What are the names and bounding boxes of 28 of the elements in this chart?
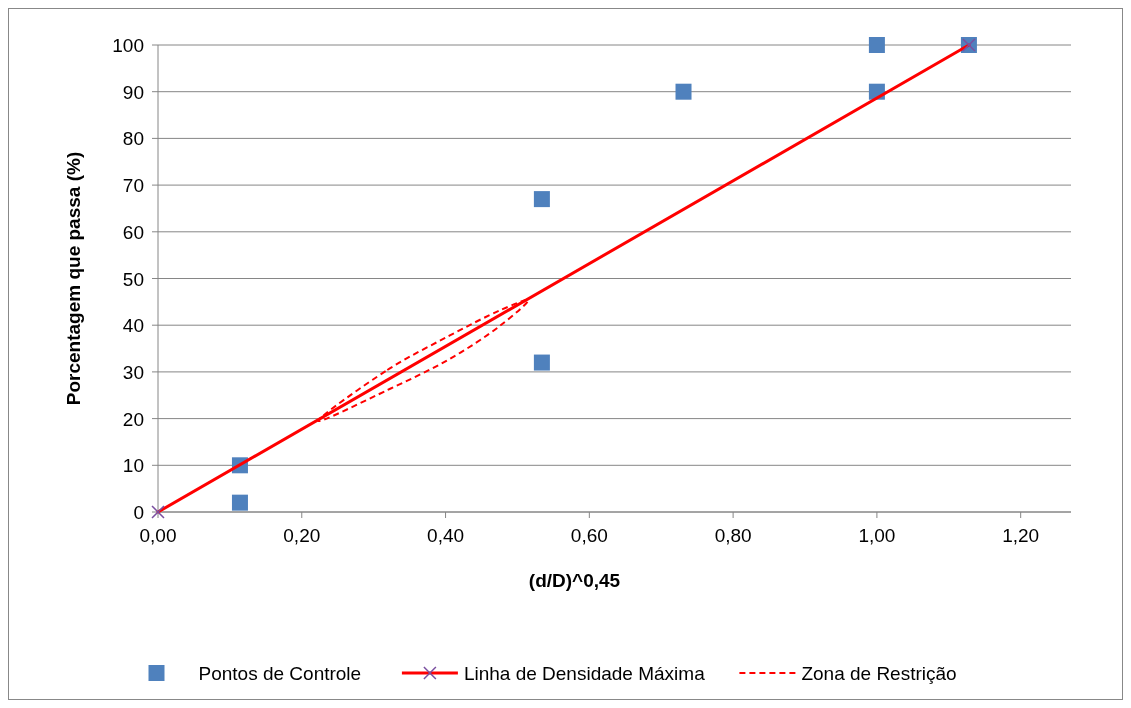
y-tick-label: 20 bbox=[122, 408, 144, 430]
y-tick-label: 50 bbox=[122, 268, 144, 290]
legend-label: Linha de Densidade Máxima bbox=[463, 663, 706, 684]
x-tick-label: 0,00 bbox=[139, 525, 177, 546]
y-tick-label: 60 bbox=[122, 221, 144, 243]
x-tick-label: 0,80 bbox=[714, 525, 752, 546]
legend-label: Zona de Restrição bbox=[801, 663, 957, 684]
point bbox=[675, 83, 692, 100]
point bbox=[533, 191, 550, 208]
y-tick-label: 70 bbox=[122, 175, 144, 197]
point bbox=[231, 494, 248, 511]
legend-label: Pontos de Controle bbox=[198, 663, 362, 684]
y-tick-label: 40 bbox=[122, 315, 144, 337]
x-tick-label: 1,20 bbox=[1002, 525, 1040, 546]
y-tick-label: 30 bbox=[122, 361, 144, 383]
y-tick-label: 10 bbox=[122, 455, 144, 477]
y-axis-title: Porcentagem que passa (%) bbox=[63, 151, 84, 406]
point bbox=[533, 354, 550, 371]
x-tick-label: 0,20 bbox=[283, 525, 321, 546]
x-tick-label: 0,60 bbox=[570, 525, 608, 546]
y-tick-label: 0 bbox=[133, 502, 144, 523]
x-axis-title: (d/D)^0,45 bbox=[528, 570, 621, 591]
y-tick-label: 100 bbox=[112, 35, 144, 56]
y-tick-label: 80 bbox=[122, 128, 144, 150]
point bbox=[868, 37, 885, 53]
x-tick-label: 0,40 bbox=[427, 525, 465, 546]
y-tick-label: 90 bbox=[122, 81, 144, 103]
x-tick-label: 1,00 bbox=[858, 525, 896, 546]
